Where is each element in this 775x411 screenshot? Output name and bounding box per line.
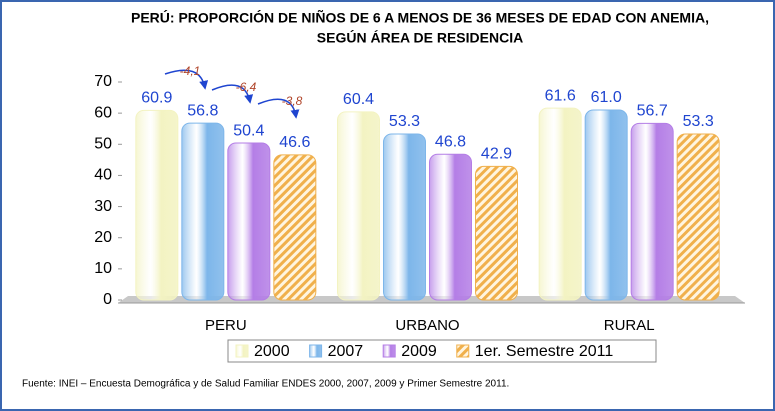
- bar: [337, 111, 380, 301]
- legend-swatch: [309, 344, 323, 358]
- arrow: [164, 69, 209, 90]
- bar: [227, 142, 271, 301]
- legend-label: 1er. Semestre 2011: [475, 343, 614, 360]
- annotation: -4,1: [180, 64, 201, 78]
- source: Fuente: INEI – Encuesta Demográfica y de…: [22, 379, 509, 390]
- arrow: [257, 98, 300, 119]
- y-tick-label: 30: [94, 198, 112, 215]
- x-tick-label: PERU: [205, 317, 247, 334]
- legend-swatch: [456, 344, 470, 358]
- value-label: 53.3: [683, 113, 714, 130]
- arrow: [211, 84, 254, 104]
- value-label: 61.6: [545, 87, 576, 104]
- x-tick-label: URBANO: [395, 317, 459, 334]
- value-label: 53.3: [389, 113, 420, 130]
- annotation: -6,4: [236, 80, 257, 94]
- bar: [273, 154, 317, 301]
- x-tick-label: RURAL: [604, 317, 655, 334]
- chart-title: PERÚ: PROPORCIÓN DE NIÑOS DE 6 A MENOS D…: [131, 9, 709, 26]
- legend-swatch: [235, 344, 249, 358]
- value-label: 56.8: [187, 102, 218, 119]
- bar: [630, 122, 674, 301]
- value-label: 61.0: [591, 89, 622, 106]
- value-label: 56.7: [637, 103, 668, 120]
- legend-box: [227, 339, 657, 363]
- y-tick-label: 0: [103, 291, 112, 308]
- legend-swatch: [382, 344, 396, 358]
- legend-label: 2007: [328, 343, 364, 360]
- bar: [584, 109, 628, 301]
- bar: [475, 165, 518, 301]
- y-tick-label: 20: [94, 229, 112, 246]
- bar: [135, 109, 179, 301]
- annotation: -3,8: [282, 94, 303, 108]
- bar: [181, 122, 225, 301]
- bar: [676, 133, 720, 301]
- y-tick-label: 70: [94, 73, 112, 90]
- y-tick-label: 40: [94, 167, 112, 184]
- value-label: 60.9: [141, 90, 172, 107]
- value-label: 42.9: [481, 146, 512, 163]
- value-label: 60.4: [343, 91, 374, 108]
- bar: [429, 153, 472, 301]
- y-tick-label: 60: [94, 104, 112, 121]
- y-tick-label: 10: [94, 260, 112, 277]
- value-label: 50.4: [233, 122, 264, 139]
- value-label: 46.6: [279, 134, 310, 151]
- bar: [383, 133, 426, 301]
- chart-subtitle: SEGÚN ÁREA DE RESIDENCIA: [317, 29, 523, 46]
- bar: [538, 107, 582, 301]
- y-tick-label: 50: [94, 136, 112, 153]
- value-label: 46.8: [435, 133, 466, 150]
- legend-label: 2000: [254, 343, 290, 360]
- legend-label: 2009: [401, 343, 437, 360]
